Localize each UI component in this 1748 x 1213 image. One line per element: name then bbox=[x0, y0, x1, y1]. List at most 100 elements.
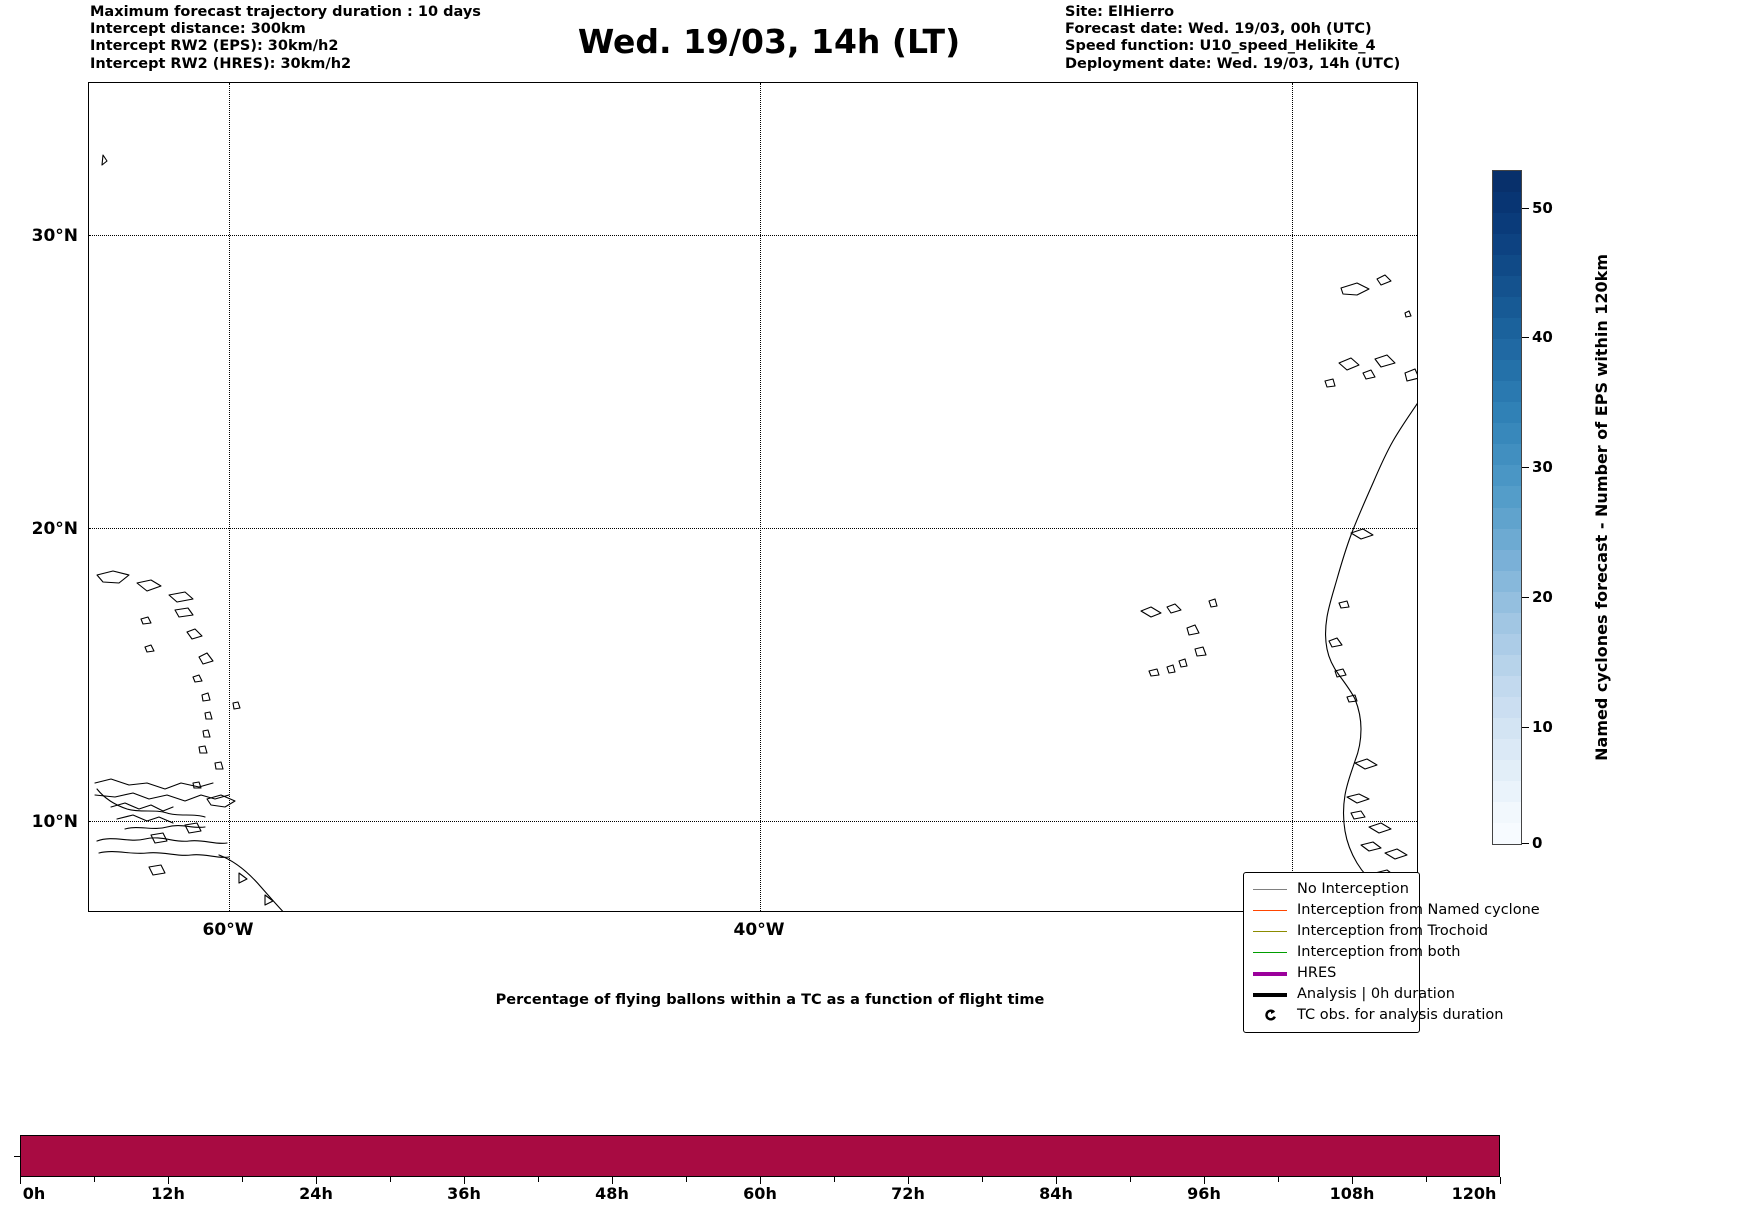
colorbar-band bbox=[1493, 612, 1521, 634]
colorbar-band bbox=[1493, 633, 1521, 655]
tc-bar-y-tick bbox=[14, 1156, 20, 1157]
colorbar-band bbox=[1493, 423, 1521, 445]
colorbar-ticklabel-10: 10 bbox=[1532, 717, 1553, 736]
tc-bar-title: Percentage of flying ballons within a TC… bbox=[495, 992, 1045, 1008]
tc-bar-minor-tick bbox=[242, 1177, 243, 1182]
map-legend[interactable]: No Interception Interception from Named … bbox=[1243, 872, 1540, 1033]
tc-bar-tick-label: 48h bbox=[595, 1184, 629, 1203]
legend-label-hres: HRES bbox=[1297, 965, 1337, 981]
colorbar-band bbox=[1493, 696, 1521, 718]
header-left-info: Maximum forecast trajectory duration : 1… bbox=[90, 4, 690, 73]
colorbar-ticklabel-50: 50 bbox=[1532, 198, 1553, 217]
colorbar-ticklabel-30: 30 bbox=[1532, 458, 1553, 477]
colorbar-band bbox=[1493, 780, 1521, 802]
legend-item-hres[interactable]: HRES bbox=[1251, 963, 1411, 984]
header-forecast-date-line: Forecast date: Wed. 19/03, 00h (UTC) bbox=[1065, 21, 1372, 38]
map-plot-area[interactable] bbox=[88, 82, 1418, 912]
header-deployment-date-line: Deployment date: Wed. 19/03, 14h (UTC) bbox=[1065, 55, 1401, 72]
colorbar-band bbox=[1493, 528, 1521, 550]
gridline-lon-60 bbox=[229, 83, 230, 911]
colorbar-title-text: Named cyclones forecast - Number of EPS … bbox=[1591, 254, 1611, 761]
tc-bar-minor-tick bbox=[538, 1177, 539, 1182]
colorbar-band bbox=[1493, 360, 1521, 382]
legend-item-named-cyclone[interactable]: Interception from Named cyclone bbox=[1251, 900, 1540, 921]
colorbar-tick-20 bbox=[1522, 596, 1529, 598]
legend-swatch-named-cyclone bbox=[1251, 910, 1289, 911]
cyclone-icon-glyph bbox=[1264, 1009, 1276, 1021]
colorbar-band bbox=[1493, 507, 1521, 529]
tc-bar-minor-tick bbox=[686, 1177, 687, 1182]
colorbar-band bbox=[1493, 444, 1521, 466]
colorbar-band bbox=[1493, 318, 1521, 340]
colorbar-band bbox=[1493, 381, 1521, 403]
gridline-lat-20 bbox=[89, 528, 1417, 529]
tc-bar-tick-label: 120h bbox=[1451, 1184, 1497, 1203]
colorbar-tick-0 bbox=[1522, 843, 1529, 844]
colorbar-band bbox=[1493, 591, 1521, 613]
legend-item-tc-obs[interactable]: TC obs. for analysis duration bbox=[1251, 1005, 1503, 1026]
tc-bar-major-tick bbox=[908, 1177, 909, 1184]
tc-bar-tick-label: 96h bbox=[1187, 1184, 1221, 1203]
legend-label-named-cyclone: Interception from Named cyclone bbox=[1297, 902, 1540, 918]
tc-bar-major-tick bbox=[316, 1177, 317, 1184]
colorbar[interactable]: 50 40 30 20 10 0 bbox=[1492, 170, 1553, 852]
y-tick-label-10n: 10°N bbox=[31, 812, 78, 832]
legend-item-analysis[interactable]: Analysis | 0h duration bbox=[1251, 984, 1455, 1005]
tc-bar-minor-tick bbox=[1130, 1177, 1131, 1182]
tc-bar-tick-label: 108h bbox=[1329, 1184, 1375, 1203]
tc-bar-tick-label: 0h bbox=[22, 1184, 46, 1203]
colorbar-band bbox=[1493, 213, 1521, 235]
colorbar-title: Named cyclones forecast - Number of EPS … bbox=[1586, 170, 1616, 845]
tc-bar-plot-area[interactable] bbox=[20, 1135, 1500, 1177]
tc-bar-major-tick bbox=[20, 1177, 21, 1184]
tc-bar-tick-label: 24h bbox=[299, 1184, 333, 1203]
legend-label-trochoid: Interception from Trochoid bbox=[1297, 923, 1489, 939]
colorbar-band bbox=[1493, 171, 1521, 193]
colorbar-band bbox=[1493, 717, 1521, 739]
cyclone-icon bbox=[1251, 1008, 1289, 1023]
header-left-line-2: Intercept distance: 300km bbox=[90, 21, 306, 38]
tc-bar-tick-label: 84h bbox=[1039, 1184, 1073, 1203]
tc-bar-major-tick bbox=[760, 1177, 761, 1184]
colorbar-band bbox=[1493, 486, 1521, 508]
header-left-line-4: Intercept RW2 (HRES): 30km/h2 bbox=[90, 55, 352, 72]
legend-swatch-trochoid bbox=[1251, 931, 1289, 932]
header-left-line-3: Intercept RW2 (EPS): 30km/h2 bbox=[90, 38, 339, 55]
coastline-layer bbox=[94, 154, 1417, 911]
tc-bar-minor-tick bbox=[1278, 1177, 1279, 1182]
header-speed-function-line: Speed function: U10_speed_Helikite_4 bbox=[1065, 38, 1376, 55]
gridline-lon-20 bbox=[1292, 83, 1293, 911]
colorbar-band bbox=[1493, 759, 1521, 781]
legend-item-both[interactable]: Interception from both bbox=[1251, 942, 1461, 963]
legend-item-no-interception[interactable]: No Interception bbox=[1251, 879, 1411, 900]
y-tick-label-30n: 30°N bbox=[31, 226, 78, 246]
gridline-lat-30 bbox=[89, 235, 1417, 236]
tc-bar-fill bbox=[21, 1136, 1499, 1176]
legend-label-tc-obs: TC obs. for analysis duration bbox=[1297, 1007, 1504, 1023]
tc-bar-major-tick bbox=[612, 1177, 613, 1184]
colorbar-band bbox=[1493, 654, 1521, 676]
tc-bar-minor-tick bbox=[1426, 1177, 1427, 1182]
legend-swatch-hres bbox=[1251, 971, 1289, 976]
header-left-line-1: Maximum forecast trajectory duration : 1… bbox=[90, 4, 481, 20]
colorbar-band bbox=[1493, 276, 1521, 298]
gridline-lon-40 bbox=[760, 83, 761, 911]
colorbar-band bbox=[1493, 675, 1521, 697]
colorbar-tick-50 bbox=[1522, 207, 1529, 209]
page-title: Wed. 19/03, 14h (LT) bbox=[0, 22, 1748, 61]
colorbar-band bbox=[1493, 402, 1521, 424]
tc-bar-major-tick bbox=[1500, 1177, 1501, 1184]
tc-bar-major-tick bbox=[1056, 1177, 1057, 1184]
legend-swatch-no-interception bbox=[1251, 889, 1289, 890]
colorbar-band bbox=[1493, 192, 1521, 214]
legend-item-trochoid[interactable]: Interception from Trochoid bbox=[1251, 921, 1488, 942]
colorbar-band bbox=[1493, 465, 1521, 487]
colorbar-tick-30 bbox=[1522, 467, 1529, 469]
legend-swatch-both bbox=[1251, 952, 1289, 953]
tc-bar-minor-tick bbox=[390, 1177, 391, 1182]
legend-label-no-interception: No Interception bbox=[1297, 881, 1409, 897]
colorbar-tick-10 bbox=[1522, 726, 1529, 728]
legend-label-both: Interception from both bbox=[1297, 944, 1461, 960]
tc-bar-minor-tick bbox=[982, 1177, 983, 1182]
tc-bar-major-tick bbox=[1204, 1177, 1205, 1184]
